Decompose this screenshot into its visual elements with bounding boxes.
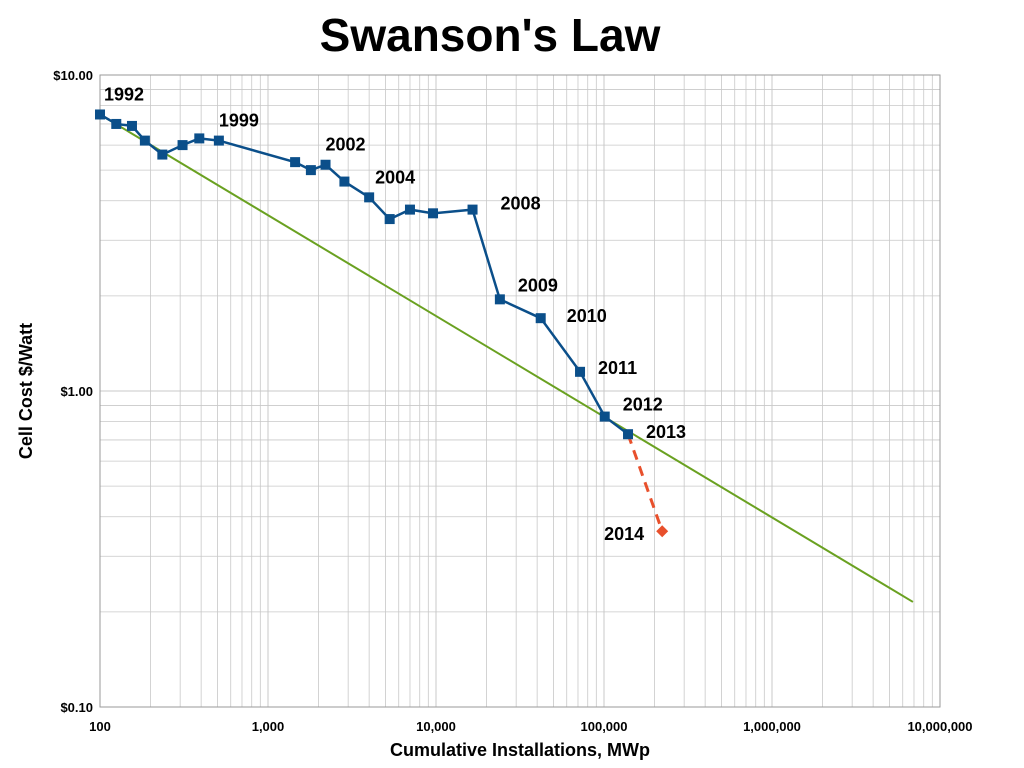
point-label: 2012 [623, 395, 663, 415]
point-label: 2009 [518, 275, 558, 295]
y-tick-label: $1.00 [60, 384, 93, 399]
historical-marker [177, 140, 188, 151]
x-tick-label: 100 [89, 719, 111, 734]
point-label: 2013 [646, 422, 686, 442]
historical-marker [213, 135, 224, 146]
historical-marker [494, 294, 505, 305]
series [95, 109, 914, 603]
x-tick-label: 10,000 [416, 719, 456, 734]
point-label: 2008 [501, 194, 541, 214]
historical-marker [623, 429, 634, 440]
historical-marker [290, 157, 301, 168]
x-tick-label: 10,000,000 [907, 719, 972, 734]
historical-marker [305, 165, 316, 176]
chart-title: Swanson's Law [319, 9, 661, 61]
historical-marker [428, 208, 439, 219]
point-label: 2002 [326, 135, 366, 155]
point-label: 1999 [219, 111, 259, 131]
historical-marker [111, 118, 122, 129]
historical-marker [194, 133, 205, 144]
historical-marker [535, 313, 546, 324]
historical-marker [467, 204, 478, 215]
projection-line [626, 433, 664, 532]
historical-marker [126, 120, 137, 131]
historical-marker [157, 149, 168, 160]
x-tick-label: 100,000 [581, 719, 628, 734]
historical-marker [339, 176, 350, 187]
historical-marker [95, 109, 105, 120]
point-label: 2011 [598, 358, 637, 378]
x-tick-label: 1,000,000 [743, 719, 801, 734]
point-label: 2004 [375, 167, 415, 187]
historical-marker [384, 214, 395, 225]
trend-line [99, 113, 914, 603]
tick-labels: 100 1,000 10,000 100,000 1,000,000 10,000,000… [53, 68, 972, 734]
plot-frame [99, 74, 941, 708]
historical-marker [575, 366, 586, 377]
y-tick-label: $10.00 [53, 68, 93, 83]
historical-marker [364, 192, 375, 203]
point-label: 1992 [104, 84, 144, 104]
x-tick-label: 1,000 [252, 719, 285, 734]
y-axis-label: Cell Cost $/Watt [16, 323, 36, 459]
point-label: 2014 [604, 524, 644, 544]
point-label: 2010 [567, 306, 607, 326]
historical-marker [404, 204, 415, 215]
historical-marker [139, 135, 150, 146]
y-tick-label: $0.10 [60, 700, 93, 715]
point-labels: 1992 1999 2002 2004 2008 2009 2010 2011 2012 2013… [104, 84, 686, 544]
projection-marker [656, 525, 669, 538]
historical-marker [599, 411, 610, 422]
historical-marker [320, 159, 331, 170]
x-axis-label: Cumulative Installations, MWp [390, 740, 650, 760]
historical-line [99, 113, 629, 436]
grid [99, 75, 940, 708]
